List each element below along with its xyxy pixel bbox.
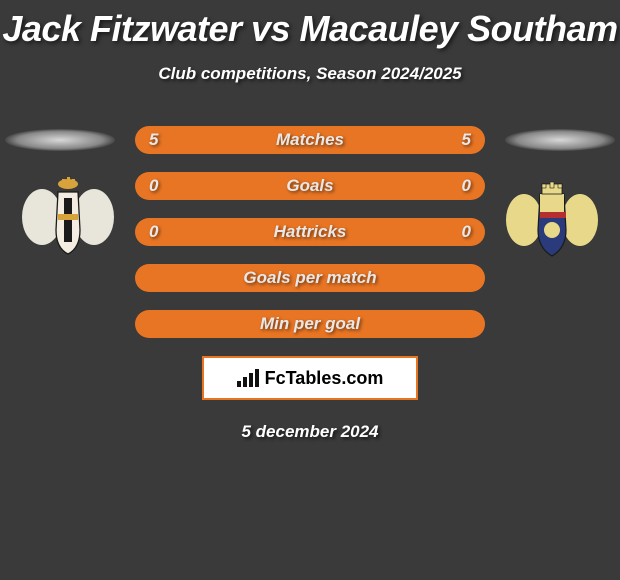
page-title: Jack Fitzwater vs Macauley Southam <box>2 8 617 50</box>
stat-row-goals: 0 Goals 0 <box>135 172 485 200</box>
stat-left-value: 0 <box>149 176 158 196</box>
main-area: 5 Matches 5 0 Goals 0 0 Hattricks 0 Goal… <box>0 126 620 338</box>
stat-row-hattricks: 0 Hattricks 0 <box>135 218 485 246</box>
stats-column: 5 Matches 5 0 Goals 0 0 Hattricks 0 Goal… <box>135 126 485 338</box>
stat-label: Goals per match <box>243 268 376 288</box>
stat-row-gpm: Goals per match <box>135 264 485 292</box>
subtitle: Club competitions, Season 2024/2025 <box>158 64 461 84</box>
stat-right-value: 0 <box>462 222 471 242</box>
spotlight-right <box>505 129 615 151</box>
stat-left-value: 0 <box>149 222 158 242</box>
chart-icon <box>237 369 259 387</box>
stat-label: Goals <box>286 176 333 196</box>
logo-text: FcTables.com <box>265 368 384 389</box>
crest-left-svg <box>18 172 118 262</box>
spotlight-left <box>5 129 115 151</box>
stat-label: Hattricks <box>274 222 347 242</box>
stat-right-value: 5 <box>462 130 471 150</box>
crest-right-svg <box>502 172 602 262</box>
logo-box[interactable]: FcTables.com <box>202 356 418 400</box>
stat-row-matches: 5 Matches 5 <box>135 126 485 154</box>
crest-left <box>18 172 118 262</box>
stat-left-value: 5 <box>149 130 158 150</box>
stat-label: Matches <box>276 130 344 150</box>
comparison-card: Jack Fitzwater vs Macauley Southam Club … <box>0 0 620 442</box>
date-text: 5 december 2024 <box>241 422 378 442</box>
stat-label: Min per goal <box>260 314 360 334</box>
stat-right-value: 0 <box>462 176 471 196</box>
crest-right <box>502 172 602 262</box>
stat-row-mpg: Min per goal <box>135 310 485 338</box>
